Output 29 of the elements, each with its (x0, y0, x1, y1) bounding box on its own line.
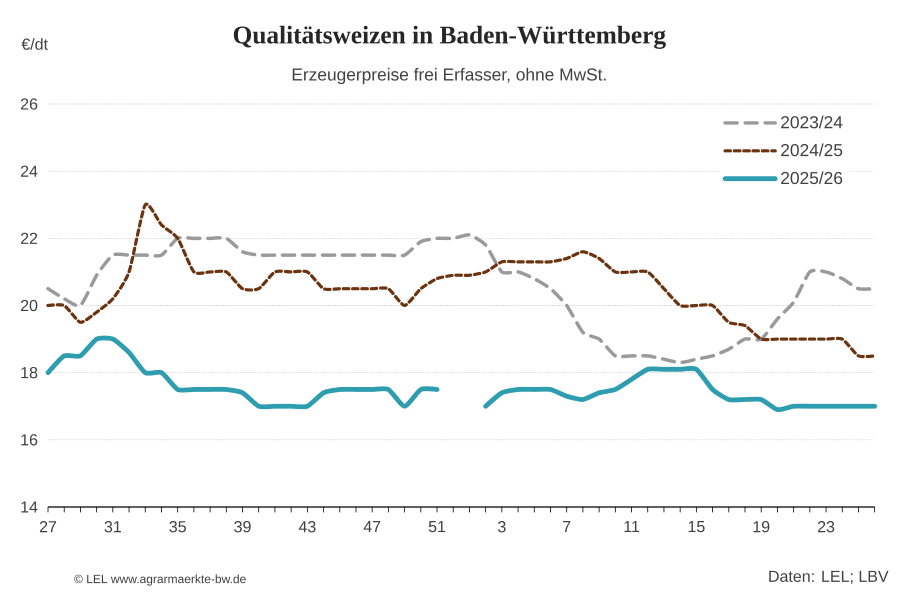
x-tick-label: 39 (234, 521, 251, 532)
legend-label: 2024/25 (781, 144, 842, 156)
chart-title: Qualitätsweizen in Baden-Württemberg (234, 26, 666, 49)
y-tick-label: 20 (20, 300, 38, 312)
x-tick-label: 43 (298, 521, 316, 532)
x-tick-label: 7 (563, 521, 570, 532)
text: © LEL www.agrarmaerkte-bw.de (74, 574, 246, 586)
legend-label: 2025/26 (781, 171, 842, 184)
x-tick-label: 31 (104, 521, 121, 532)
x-tick-label: 27 (40, 521, 56, 532)
y-axis-title: €/dt (21, 38, 48, 50)
x-tick-label: 3 (498, 521, 506, 532)
text: Daten: LEL; LBV (769, 570, 889, 584)
y-tick-label: 18 (21, 367, 38, 378)
x-tick-label: 15 (688, 521, 705, 532)
y-tick-label: 26 (20, 98, 38, 110)
x-tick-label: 51 (428, 521, 446, 532)
legend-label: 2023/24 (781, 116, 842, 128)
x-tick-label: 11 (624, 521, 640, 532)
x-tick-label: 23 (818, 521, 834, 532)
y-tick-label: 24 (20, 166, 38, 177)
x-tick-label: 35 (169, 521, 186, 532)
y-tick-label: 14 (21, 502, 38, 513)
line-series (46, 203, 876, 358)
chart-subtitle: Erzeugerpreise frei Erfasser, ohne MwSt. (292, 68, 606, 84)
y-tick-label: 16 (21, 434, 38, 446)
x-tick-label: 19 (754, 521, 770, 532)
x-tick-label: 47 (364, 521, 380, 532)
y-tick-label: 22 (20, 232, 38, 244)
